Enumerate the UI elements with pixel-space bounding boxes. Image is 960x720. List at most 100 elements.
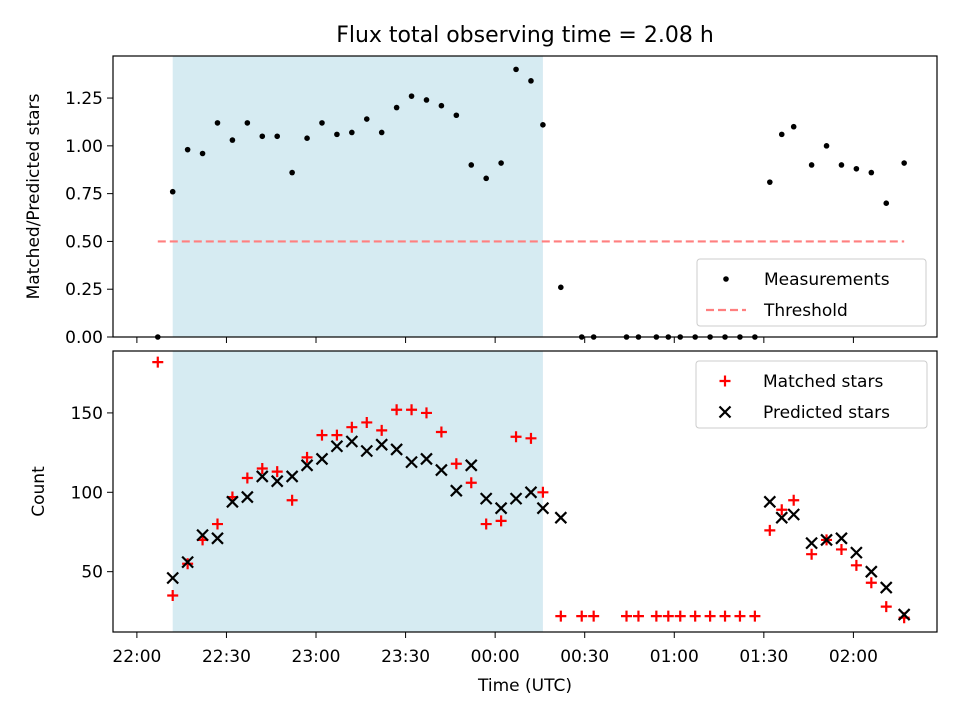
matched-star-marker	[788, 494, 800, 506]
predicted-star-marker	[775, 511, 789, 524]
measurement-point	[244, 120, 251, 126]
x-tick-label: 22:30	[202, 647, 251, 667]
measurement-point	[868, 169, 875, 176]
matched-star-marker	[621, 610, 633, 622]
predicted-star-marker	[315, 452, 329, 466]
x-tick-label: 22:00	[112, 647, 161, 667]
x-tick-label: 01:30	[739, 647, 788, 667]
matched-star-marker	[537, 486, 549, 498]
matched-star-marker	[880, 601, 892, 613]
measurement-point	[453, 112, 460, 119]
measurement-point	[901, 160, 907, 166]
predicted-star-marker	[420, 452, 433, 466]
bottom-axes-frame	[112, 350, 938, 633]
legend-plus-marker	[719, 375, 731, 387]
predicted-star-marker	[196, 528, 209, 542]
predicted-star-marker	[879, 581, 893, 594]
predicted-star-marker	[805, 536, 818, 550]
x-tick-label: 02:00	[829, 647, 878, 667]
legend-dot-marker	[723, 276, 729, 282]
matched-star-marker	[495, 515, 507, 527]
matched-star-marker	[376, 424, 388, 436]
predicted-star-marker	[405, 455, 418, 469]
predicted-star-marker	[360, 444, 374, 458]
predicted-star-marker	[390, 443, 403, 456]
measurement-point	[790, 123, 797, 130]
predicted-star-marker	[166, 571, 179, 585]
legend-label: Predicted stars	[763, 403, 890, 423]
measurement-point	[378, 129, 385, 136]
legend-label: Threshold	[763, 301, 848, 321]
measurement-point	[259, 133, 266, 140]
matched-star-marker	[301, 451, 313, 463]
predicted-star-marker	[536, 501, 550, 515]
matched-star-marker	[152, 356, 164, 368]
predicted-star-marker	[211, 532, 224, 545]
predicted-star-marker	[285, 470, 299, 483]
top-legend: Measurements Threshold	[696, 258, 927, 327]
measurement-point	[883, 200, 890, 206]
matched-star-marker	[764, 524, 776, 536]
chart-title: Flux total observing time = 2.08 h	[336, 23, 714, 48]
x-tick-label: 23:00	[292, 647, 341, 667]
matched-star-marker	[465, 477, 477, 489]
legend-x-marker	[718, 405, 732, 419]
matched-star-marker	[632, 610, 644, 622]
top-y-tick-label: 0.50	[65, 232, 103, 252]
measurement-point	[274, 133, 281, 140]
predicted-star-marker	[820, 533, 833, 547]
predicted-star-marker	[787, 508, 800, 521]
matched-star-marker	[588, 610, 600, 622]
measurement-point	[393, 104, 400, 111]
measurement-point	[483, 175, 489, 182]
bottom-y-ticks: 50 100 150	[71, 404, 113, 583]
predicted-star-marker	[241, 490, 254, 504]
matched-star-marker	[650, 610, 662, 622]
measurement-point	[558, 284, 564, 291]
measurement-point	[169, 188, 176, 195]
matched-star-marker	[167, 589, 179, 601]
measurement-point	[808, 162, 815, 168]
measurement-point	[423, 97, 430, 103]
measurement-point	[229, 137, 236, 143]
bottom-x-ticks: 22:00 22:30 23:00 23:30 00:00 00:30 01:00 01:30…	[112, 632, 878, 667]
x-tick-label: 00:00	[471, 647, 520, 667]
matched-star-marker	[749, 610, 761, 622]
matched-star-marker	[316, 429, 328, 441]
matched-star-marker	[406, 404, 418, 416]
matched-star-marker	[286, 494, 298, 506]
matched-star-marker	[480, 518, 492, 530]
bottom-legend: Matched stars Predicted stars	[695, 360, 928, 429]
measurement-point	[184, 146, 191, 153]
predicted-star-marker	[509, 492, 523, 505]
legend-box	[696, 258, 927, 327]
predicted-star-marker	[850, 546, 863, 559]
predicted-star-marker	[835, 532, 848, 545]
matched-star-marker	[346, 421, 358, 433]
top-y-tick-label: 1.00	[65, 137, 103, 157]
predicted-star-marker	[494, 501, 508, 515]
matched-star-marker	[576, 610, 588, 622]
matched-star-marker	[674, 610, 686, 622]
matched-star-marker	[361, 416, 373, 428]
top-y-ticks: 0.00 0.25 0.50 0.75 1.00 1.25	[65, 89, 113, 348]
measurement-point	[438, 102, 445, 109]
measurement-point	[304, 135, 310, 141]
predicted-star-marker	[181, 555, 194, 569]
predicted-star-marker	[345, 435, 359, 448]
bottom-panel: 50 100 150 22:00 22:30 23:00 23:30 00:00 00:30 0…	[29, 350, 938, 696]
matched-star-marker	[525, 432, 537, 444]
top-panel: 0.00 0.25 0.50 0.75 1.00 1.25 Matched/Predict…	[24, 55, 938, 348]
predicted-star-marker	[479, 492, 493, 505]
measurement-point	[823, 143, 830, 149]
measurement-point	[289, 169, 295, 176]
measurement-point	[468, 162, 475, 168]
measurement-point	[498, 160, 504, 166]
measurement-point	[528, 78, 534, 84]
bottom-y-tick-label: 100	[71, 483, 103, 503]
bottom-observing-band	[172, 351, 543, 632]
matched-star-marker	[776, 504, 788, 516]
matched-star-marker	[555, 610, 567, 622]
predicted-star-marker	[435, 463, 448, 477]
measurement-point	[778, 131, 785, 138]
